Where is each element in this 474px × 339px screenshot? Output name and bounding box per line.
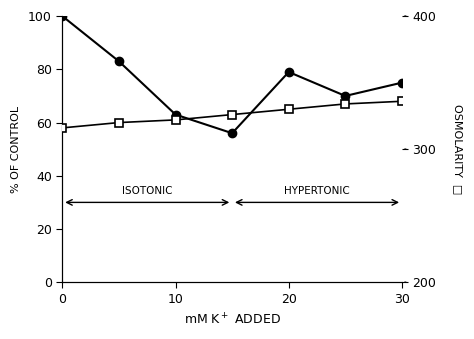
Text: ISOTONIC: ISOTONIC (122, 186, 173, 196)
Y-axis label: % OF CONTROL: % OF CONTROL (11, 106, 21, 193)
Text: HYPERTONIC: HYPERTONIC (284, 186, 350, 196)
Y-axis label: OSMOLARITY  □: OSMOLARITY □ (453, 104, 463, 194)
X-axis label: mM K$^+$ ADDED: mM K$^+$ ADDED (184, 313, 281, 328)
